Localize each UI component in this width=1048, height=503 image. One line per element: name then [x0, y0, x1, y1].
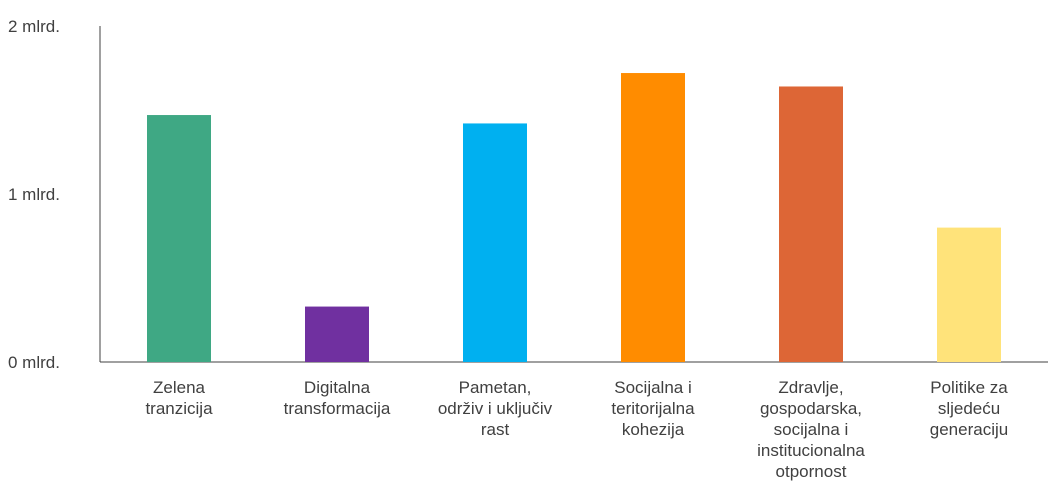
category-label-line: Politike za: [930, 378, 1008, 397]
category-label-line: kohezija: [622, 420, 685, 439]
category-label-line: transformacija: [284, 399, 391, 418]
category-label-line: održiv i uključiv: [438, 399, 553, 418]
bar-2: [463, 123, 527, 362]
category-label-line: sljedeću: [938, 399, 1000, 418]
category-label-0: Zelena tranzicija: [145, 378, 213, 418]
category-label-line: rast: [481, 420, 510, 439]
category-label-line: socijalna i: [774, 420, 849, 439]
category-label-line: Zelena: [153, 378, 206, 397]
category-label-4: Zdravlje, gospodarska, socijalna i instituc…: [757, 378, 865, 481]
category-label-5: Politike za sljedeću generaciju: [930, 378, 1009, 439]
category-label-line: Socijalna i: [614, 378, 692, 397]
bar-1: [305, 306, 369, 362]
category-label-line: teritorijalna: [611, 399, 695, 418]
category-label-line: institucionalna: [757, 441, 865, 460]
category-label-3: Socijalna i teritorijalna kohezija: [611, 378, 695, 439]
category-label-2: Pametan, održiv i uključiv rast: [438, 378, 553, 439]
y-tick-label-2: 2 mlrd.: [8, 17, 60, 36]
bar-3: [621, 73, 685, 362]
category-label-line: tranzicija: [145, 399, 213, 418]
y-tick-label-0: 0 mlrd.: [8, 353, 60, 372]
category-label-line: gospodarska,: [760, 399, 862, 418]
category-label-line: Zdravlje,: [778, 378, 843, 397]
y-tick-label-1: 1 mlrd.: [8, 185, 60, 204]
bars-group: [147, 73, 1001, 362]
y-axis-ticks: 0 mlrd. 1 mlrd. 2 mlrd.: [8, 17, 60, 372]
category-label-line: Digitalna: [304, 378, 371, 397]
bar-4: [779, 86, 843, 362]
category-label-line: generaciju: [930, 420, 1008, 439]
category-labels: Zelena tranzicija Digitalna transformacija P…: [145, 378, 1008, 481]
bar-5: [937, 227, 1001, 362]
category-label-1: Digitalna transformacija: [284, 378, 391, 418]
bar-0: [147, 115, 211, 362]
category-label-line: otpornost: [776, 462, 847, 481]
category-label-line: Pametan,: [459, 378, 532, 397]
